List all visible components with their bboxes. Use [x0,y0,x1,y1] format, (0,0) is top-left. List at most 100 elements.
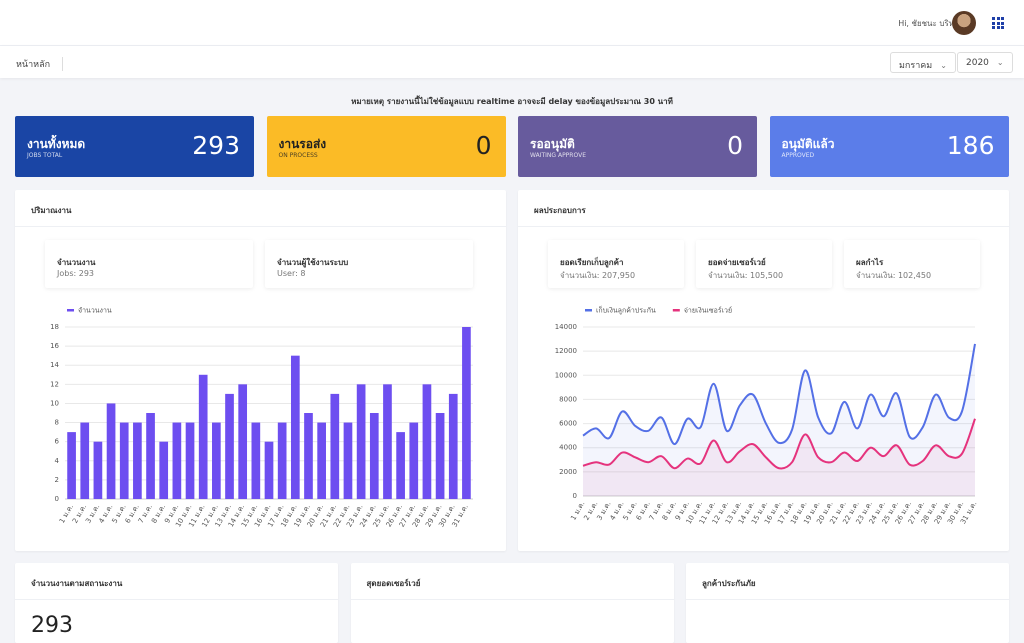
card-value: 186 [946,131,995,160]
y-tick-label: 4 [55,457,60,465]
bar [435,413,445,499]
page: Hi, ชัยชนะ บริหารดี หน้าหลัก มกราคม 2020… [0,0,1024,627]
bar [133,422,142,499]
month-select[interactable]: มกราคม [890,52,956,73]
summary-box: ผลกำไร จำนวนเงิน: 102,450 [844,240,980,288]
summary-text: จำนวนเงิน: 207,950 [560,271,636,280]
bar [462,327,471,499]
panel-title: ลูกค้าประกันภัย [702,579,756,588]
divider [350,599,674,600]
summary-label: ยอดเรียกเก็บลูกค้า [560,258,624,267]
bar [448,393,458,499]
y-tick-label: 2000 [559,468,577,476]
y-tick-label: 8000 [559,395,577,403]
bar [251,422,261,499]
summary-text: Jobs: 293 [57,269,95,278]
card-subtitle: JOBS TOTAL [27,152,63,159]
chart: 0 2000 4000 6000 8000 10000 12000 14000 เก็บเงิน… [555,306,979,526]
bar [225,393,234,499]
summary-box: จำนวนงาน Jobs: 293 [45,240,253,288]
apps-menu[interactable] [992,17,1004,29]
y-tick-label: 6000 [559,420,577,428]
bar [93,441,103,499]
line [582,343,976,446]
y-tick-label: 10000 [555,371,577,379]
summary-box: ยอดเรียกเก็บลูกค้าจำนวนเงิน: 207,950 [548,240,684,288]
legend-label: เก็บเงินลูกค้าประกัน [596,306,656,315]
legend-swatch [67,309,74,312]
top-bar: Hi, ชัยชนะ บริหารดี [0,0,1024,46]
card-subtitle: APPROVED [781,152,815,159]
divider [15,226,506,227]
panel: จำนวนงานตามสถานะงาน 293 [15,563,338,643]
card-title: อนุมัติแล้ว [781,137,835,151]
bar [80,422,90,499]
y-tick-label: 16 [50,342,59,350]
stat-card[interactable]: งานรอส่ง ON PROCESS 0 [266,116,506,177]
y-tick-label: 14 [50,361,59,369]
y-tick-label: 6 [55,438,60,446]
note: หมายเหตุ รายงานนี้ไม่ใช่ข้อมูลแบบ realti… [351,97,673,106]
bar [422,384,432,499]
panel: สุดยอดเซอร์เวย์ [350,563,674,643]
bar [119,422,129,499]
bar [290,355,300,499]
stat-card[interactable]: รออนุมัติ WAITING APPROVE 0 [518,116,757,177]
area [583,343,975,496]
y-tick-label: 0 [573,492,577,500]
bar [238,384,248,499]
bar [277,422,287,499]
legend-swatch [585,309,592,312]
bar [159,441,169,499]
panel-value: 293 [31,613,73,638]
bar [198,374,208,499]
card-value: 0 [475,131,492,160]
bar [330,393,340,499]
divider [15,599,338,600]
year-select[interactable]: 2020 [957,52,1013,73]
panel: ผลประกอบการ ยอดเรียกเก็บลูกค้า จำนวนเงิน: … [518,190,1009,551]
panel-title: ปริมาณงาน [31,206,72,215]
greeting: Hi, ชัยชนะ บริหารดี [898,19,968,28]
breadcrumb[interactable]: หน้าหลัก [16,57,64,71]
y-tick-label: 2 [55,476,59,484]
card-value: 293 [192,131,240,160]
panel-title: สุดยอดเซอร์เวย์ [366,579,421,588]
y-tick-label: 12 [50,380,59,388]
card-subtitle: ON PROCESS [278,152,318,159]
summary-label: จำนวนงาน [57,258,96,267]
divider [686,599,1009,600]
legend-label: จ่ายเงินเซอร์เวย์ [684,307,732,315]
y-tick-label: 10 [50,399,59,407]
bar [172,422,182,499]
bar [106,403,116,499]
stat-card[interactable]: อนุมัติแล้ว APPROVED 186 [769,116,1009,177]
summary-label: จำนวนผู้ใช้งานระบบ [277,258,349,267]
card-title: งานรอส่ง [278,137,327,151]
card-title: รออนุมัติ [530,137,575,151]
bar [264,441,274,499]
summary-box: จำนวนผู้ใช้งานระบบ User: 8 [265,240,473,288]
panel: ลูกค้าประกันภัย [686,563,1009,643]
bar [67,432,76,499]
avatar[interactable] [952,11,976,35]
line [582,418,976,470]
card-value: 0 [727,131,743,160]
bar [304,413,313,499]
summary-label: ยอดจ่ายเซอร์เวย์ [708,258,766,267]
summary-text: User: 8 [277,269,306,278]
bar [356,384,366,499]
card-subtitle: WAITING APPROVE [530,152,586,159]
bar [317,422,326,499]
bar [369,413,379,499]
y-tick-label: 18 [50,323,59,331]
panel-title: จำนวนงานตามสถานะงาน [31,579,123,588]
card-title: งานทั้งหมด [27,137,86,151]
bar [409,422,419,499]
bar [185,422,195,499]
stat-card[interactable]: งานทั้งหมด JOBS TOTAL 293 [15,116,254,177]
y-tick-label: 8 [55,419,59,427]
legend-label: จำนวนงาน [78,307,112,315]
bar [396,432,405,499]
